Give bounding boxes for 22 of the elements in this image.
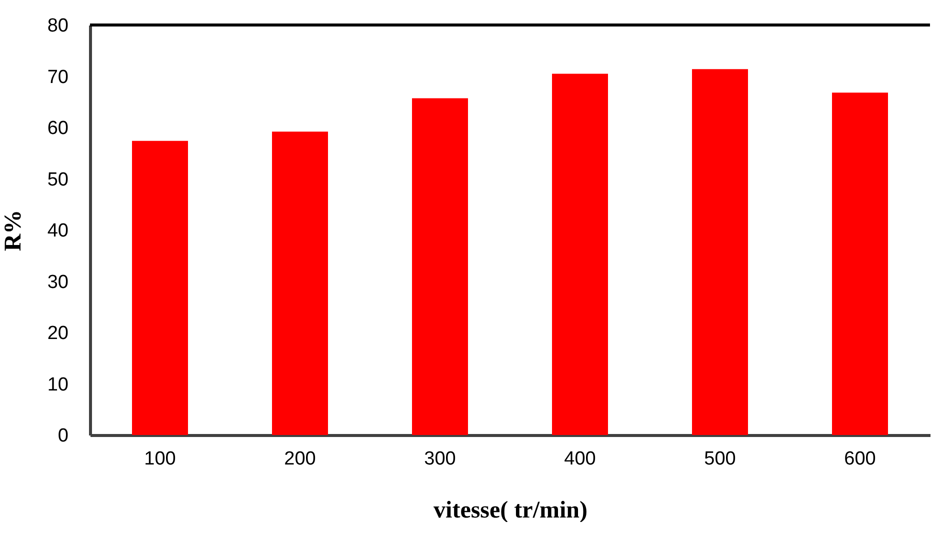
y-tick-label: 0 <box>58 426 68 446</box>
bar <box>552 74 608 435</box>
bar <box>832 92 888 435</box>
y-tick-label: 20 <box>47 323 68 344</box>
y-tick-label: 40 <box>47 220 68 242</box>
y-tick-label: 30 <box>47 272 68 293</box>
y-tick-label: 50 <box>47 169 68 190</box>
y-tick-label: 60 <box>47 118 68 139</box>
x-tick-label: 200 <box>284 448 316 470</box>
x-tick-label: 500 <box>704 448 736 470</box>
x-tick-label: 300 <box>424 448 456 470</box>
y-tick-label: 10 <box>47 374 68 396</box>
bar <box>412 98 468 435</box>
x-tick-label: 100 <box>144 448 176 470</box>
y-tick-label: 80 <box>47 16 68 36</box>
x-tick-label: 400 <box>564 448 596 470</box>
x-tick-label: 600 <box>844 448 876 470</box>
y-tick-label: 70 <box>47 66 68 88</box>
y-axis-title: R% <box>0 210 26 252</box>
bar <box>692 69 748 435</box>
bar <box>132 140 188 435</box>
bar <box>272 132 328 435</box>
